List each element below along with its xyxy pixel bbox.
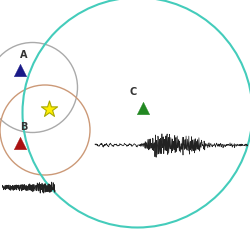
Point bbox=[18, 140, 22, 144]
Text: B: B bbox=[20, 122, 28, 132]
Point bbox=[140, 106, 144, 110]
Point bbox=[18, 68, 22, 72]
Text: A: A bbox=[20, 50, 28, 59]
Point bbox=[47, 107, 51, 111]
Text: C: C bbox=[130, 87, 137, 97]
